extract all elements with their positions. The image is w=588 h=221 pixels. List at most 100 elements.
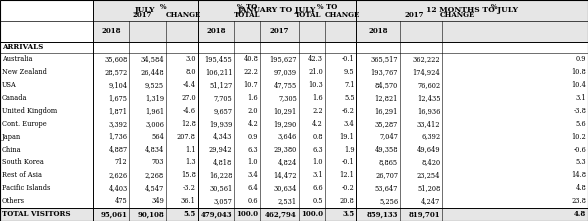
Text: 4,824: 4,824 [278,158,297,166]
Text: CHANGE: CHANGE [440,11,475,19]
Text: 0.5: 0.5 [312,197,323,205]
Text: Canada: Canada [2,94,27,102]
Text: 0.8: 0.8 [312,133,323,141]
Text: USA: USA [2,81,16,89]
Text: 712: 712 [115,158,128,166]
Text: 5.6: 5.6 [576,120,586,128]
Text: 36.1: 36.1 [181,197,196,205]
Text: 4,403: 4,403 [108,184,128,192]
Text: 7.1: 7.1 [344,81,355,89]
Text: 51,127: 51,127 [209,81,232,89]
Text: -3.2: -3.2 [183,184,196,192]
Text: 4.2: 4.2 [248,120,258,128]
Text: 0.9: 0.9 [576,55,586,63]
Text: 29,380: 29,380 [273,146,297,154]
Text: 5.3: 5.3 [576,158,586,166]
Text: 2.2: 2.2 [312,107,323,115]
Text: 40.8: 40.8 [243,55,258,63]
Text: TOTAL VISITORS: TOTAL VISITORS [2,210,70,218]
Text: 19,290: 19,290 [273,120,297,128]
Text: 8.0: 8.0 [185,68,196,76]
Text: 5.5: 5.5 [183,210,196,218]
Text: 2018: 2018 [101,27,121,36]
Text: 4,547: 4,547 [145,184,164,192]
Text: 10,291: 10,291 [273,107,297,115]
Text: -4.4: -4.4 [183,81,196,89]
Text: 3.1: 3.1 [312,171,323,179]
Text: 12.1: 12.1 [340,171,355,179]
Text: 90,108: 90,108 [138,210,164,218]
Text: JULY: JULY [135,6,155,15]
Text: 28,572: 28,572 [104,68,128,76]
Text: 2.0: 2.0 [248,107,258,115]
Text: 14.8: 14.8 [571,171,586,179]
Text: 23,254: 23,254 [417,171,440,179]
Text: 6,392: 6,392 [421,133,440,141]
Text: %: % [490,3,497,11]
Text: 349: 349 [151,197,164,205]
Text: 27.0: 27.0 [181,94,196,102]
Text: -4.6: -4.6 [183,107,196,115]
Text: 49,358: 49,358 [375,146,398,154]
Text: 2017: 2017 [132,11,152,19]
Text: 1.6: 1.6 [312,94,323,102]
Text: 10.8: 10.8 [572,68,586,76]
Bar [93,0,588,42]
Text: 9,657: 9,657 [213,107,232,115]
Text: 30,634: 30,634 [273,184,297,192]
Text: JANUARY TO JULY: JANUARY TO JULY [238,6,316,15]
Text: 193,767: 193,767 [370,68,398,76]
Text: 2017: 2017 [269,27,289,36]
Text: 6.4: 6.4 [248,184,258,192]
Text: 29,942: 29,942 [209,146,232,154]
Text: 16,291: 16,291 [375,107,398,115]
Text: 1.6: 1.6 [248,94,258,102]
Text: 4,247: 4,247 [421,197,440,205]
Text: ARRIVALS: ARRIVALS [2,43,43,51]
Text: 100.0: 100.0 [236,210,258,218]
Text: % TO: % TO [237,3,257,11]
Text: 33,412: 33,412 [417,120,440,128]
Text: 1,319: 1,319 [145,94,164,102]
Text: 97,039: 97,039 [274,68,297,76]
Text: 16,228: 16,228 [209,171,232,179]
Text: 20.8: 20.8 [340,197,355,205]
Text: -6.2: -6.2 [342,107,355,115]
Text: 10.7: 10.7 [243,81,258,89]
Text: 2,626: 2,626 [108,171,128,179]
Text: 1,675: 1,675 [109,94,128,102]
Text: -0.2: -0.2 [342,184,355,192]
Text: 362,222: 362,222 [413,55,440,63]
Text: 1,961: 1,961 [145,107,164,115]
Text: 859,133: 859,133 [367,210,398,218]
Text: 3,392: 3,392 [108,120,128,128]
Text: 12,821: 12,821 [375,94,398,102]
Text: 10.4: 10.4 [572,81,586,89]
Text: TOTAL: TOTAL [233,11,260,19]
Text: 6.3: 6.3 [312,146,323,154]
Text: 174,924: 174,924 [413,68,440,76]
Text: China: China [2,146,21,154]
Text: 8,865: 8,865 [379,158,398,166]
Text: 26,448: 26,448 [141,68,164,76]
Text: 42.3: 42.3 [308,55,323,63]
Text: 35,287: 35,287 [375,120,398,128]
Text: Australia: Australia [2,55,32,63]
Text: 564: 564 [151,133,164,141]
Text: -0.1: -0.1 [342,55,355,63]
Text: 4.2: 4.2 [312,120,323,128]
Text: 16,936: 16,936 [417,107,440,115]
Text: 12,435: 12,435 [417,94,440,102]
Text: 195,627: 195,627 [269,55,297,63]
Text: 47,755: 47,755 [273,81,297,89]
Text: 76,602: 76,602 [417,81,440,89]
Text: 3.4: 3.4 [344,120,355,128]
Text: 3.1: 3.1 [576,94,586,102]
Text: Pacific Islands: Pacific Islands [2,184,50,192]
Text: 0.6: 0.6 [248,197,258,205]
Text: 4,818: 4,818 [213,158,232,166]
Text: 5,256: 5,256 [379,197,398,205]
Text: % TO: % TO [318,3,338,11]
Text: 7,705: 7,705 [213,94,232,102]
Text: 2,531: 2,531 [278,197,297,205]
